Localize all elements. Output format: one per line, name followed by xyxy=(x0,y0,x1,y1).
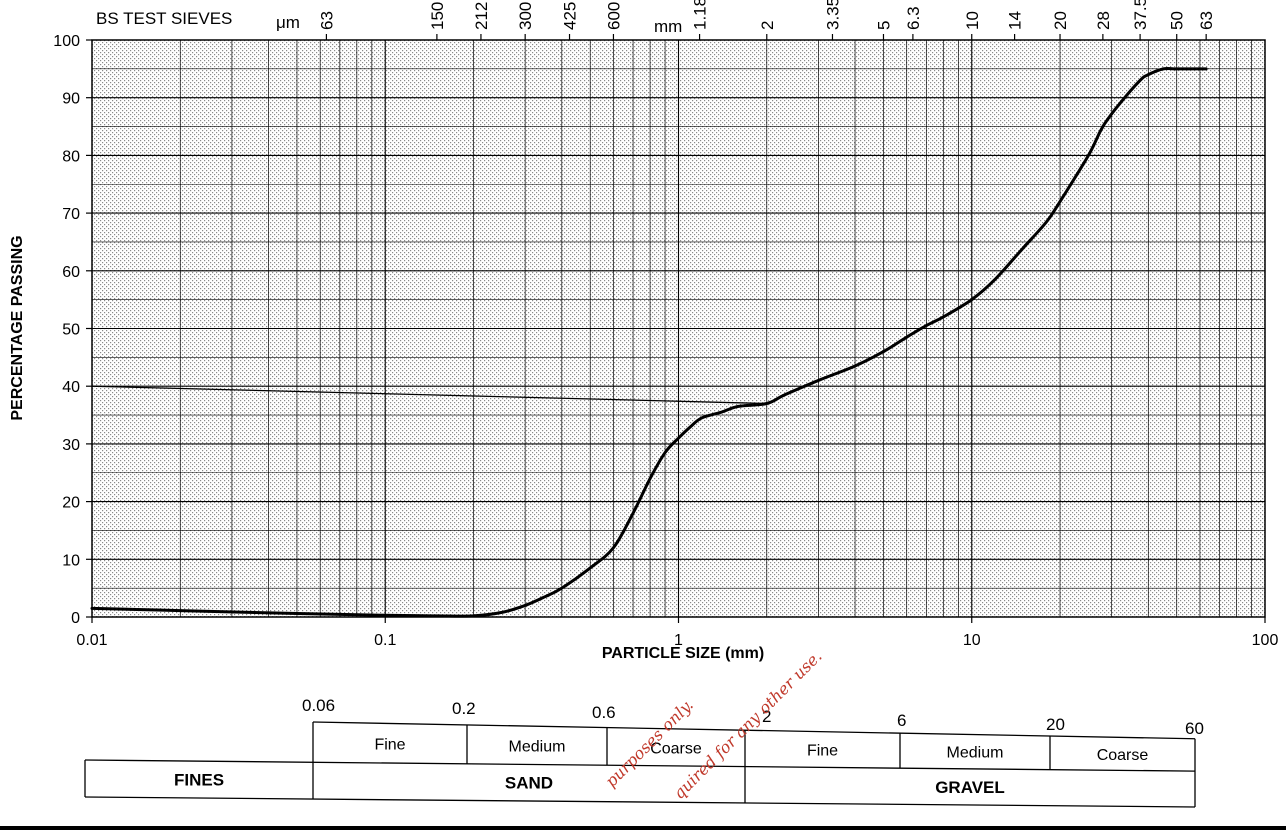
class-boundary-label: 60 xyxy=(1185,719,1204,738)
y-tick-label: 10 xyxy=(62,552,80,569)
class-major-label: FINES xyxy=(174,771,224,790)
watermark-line-2: quired for any other use. xyxy=(669,647,825,803)
class-major-label: SAND xyxy=(505,774,553,793)
class-sub-label: Fine xyxy=(374,736,405,753)
class-major-label: GRAVEL xyxy=(935,778,1005,797)
class-sub-label: Medium xyxy=(947,745,1004,762)
class-boundary-label: 0.2 xyxy=(452,699,476,718)
series-group xyxy=(90,66,1208,618)
class-table-line xyxy=(312,721,1196,740)
class-boundary-label: 6 xyxy=(897,711,906,730)
sieve-label: 37.5 xyxy=(1131,0,1150,30)
sieve-label: 6.3 xyxy=(904,6,923,30)
grading-curve xyxy=(90,66,1208,618)
sieve-label: 600 xyxy=(604,2,623,30)
sieve-label: 63 xyxy=(317,11,336,30)
class-sub-label: Coarse xyxy=(1097,747,1149,764)
class-boundary-label: 0.06 xyxy=(302,696,335,715)
sieve-unit-mm: mm xyxy=(654,17,682,36)
bottom-rule xyxy=(0,826,1286,830)
y-tick-labels: 0 10 20 30 40 50 60 70 80 90 100 xyxy=(53,33,92,627)
reference-line-group xyxy=(91,385,767,405)
sieve-label: 2 xyxy=(758,21,777,30)
sieve-label: 20 xyxy=(1051,11,1070,30)
y-tick-label: 30 xyxy=(62,437,80,454)
x-tick-label: 10 xyxy=(963,632,981,649)
y-tick-label: 100 xyxy=(53,33,80,50)
class-sub-label: Medium xyxy=(509,738,566,755)
y-tick-label: 70 xyxy=(62,206,80,223)
sieve-label: 28 xyxy=(1094,11,1113,30)
sieve-label: 212 xyxy=(472,2,491,30)
y-tick-label: 90 xyxy=(62,91,80,108)
class-sub-label: Fine xyxy=(807,743,838,760)
x-axis-title: PARTICLE SIZE (mm) xyxy=(602,645,764,662)
y-tick-label: 40 xyxy=(62,379,80,396)
x-tick-label: 0.01 xyxy=(76,632,107,649)
x-tick-label: 100 xyxy=(1252,632,1279,649)
sieve-header: BS TEST SIEVES xyxy=(96,9,232,28)
sieve-label: 5 xyxy=(874,21,893,30)
x-tick-label: 1 xyxy=(674,632,683,649)
sieve-label: 1.18 xyxy=(691,0,710,30)
sieve-label: 63 xyxy=(1197,11,1216,30)
class-boundary-label: 20 xyxy=(1046,715,1065,734)
sieve-label: 50 xyxy=(1168,11,1187,30)
x-tick-labels: 0.01 0.1 1 10 100 xyxy=(76,617,1278,649)
classification-table: 0.06 0.2 0.6 2 6 20 60 Fine Medium Coarse Fine Medi… xyxy=(84,696,1204,808)
class-sub-label: Coarse xyxy=(650,740,702,757)
sieve-unit-um: μm xyxy=(276,13,300,32)
y-tick-label: 0 xyxy=(71,610,80,627)
y-tick-label: 50 xyxy=(62,322,80,339)
sieve-label: 150 xyxy=(428,2,447,30)
class-boundary-label: 2 xyxy=(762,707,771,726)
class-boundary-label: 0.6 xyxy=(592,703,616,722)
reference-line xyxy=(91,385,767,405)
class-table-line xyxy=(84,759,1196,772)
y-tick-label: 60 xyxy=(62,264,80,281)
sieve-label: 14 xyxy=(1006,11,1025,30)
y-axis-title: PERCENTAGE PASSING xyxy=(9,235,26,420)
y-tick-label: 20 xyxy=(62,495,80,512)
grid-lines xyxy=(92,39,1265,618)
sieve-labels: 63 150 212 300 425 600 1.18 2 3.35 5 6.3 10 14 20 28 37… xyxy=(317,0,1216,40)
sieve-label: 10 xyxy=(963,11,982,30)
sieve-label: 425 xyxy=(561,2,580,30)
sieve-label: 300 xyxy=(516,2,535,30)
y-tick-label: 80 xyxy=(62,148,80,165)
x-tick-label: 0.1 xyxy=(374,632,396,649)
class-table-line xyxy=(84,796,1196,808)
sieve-label: 3.35 xyxy=(823,0,842,30)
